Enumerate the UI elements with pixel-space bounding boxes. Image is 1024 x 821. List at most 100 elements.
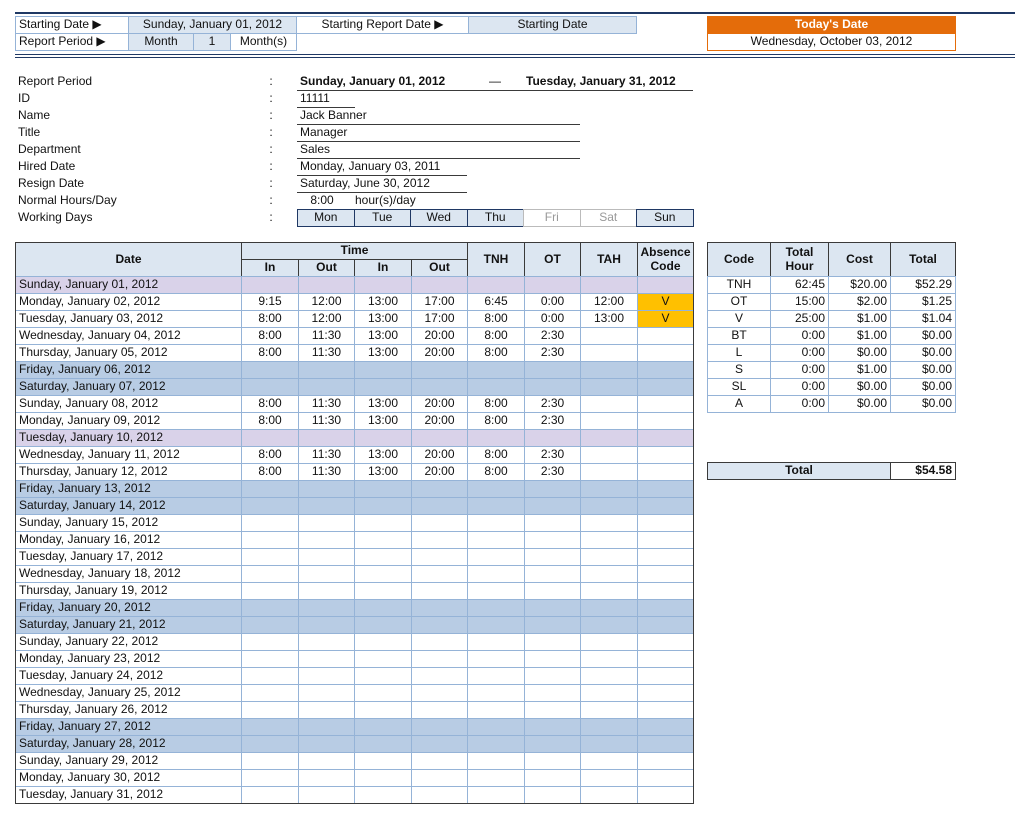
date-cell: Sunday, January 29, 2012: [15, 752, 242, 770]
summary-cell: $0.00: [828, 344, 891, 362]
summary-cell: 0:00: [770, 378, 829, 396]
info-label: Name: [18, 107, 51, 122]
separator: :: [269, 158, 273, 173]
summary-cell: S: [707, 361, 771, 379]
date-cell: Sunday, January 15, 2012: [15, 514, 242, 532]
summary-cell: OT: [707, 293, 771, 311]
summary-cell: 0:00: [770, 327, 829, 345]
date-cell: Wednesday, January 25, 2012: [15, 684, 242, 702]
info-value: Tuesday, January 31, 2012: [526, 73, 676, 88]
underline: [297, 124, 580, 125]
separator: :: [269, 175, 273, 190]
time-cell: 8:00: [241, 344, 299, 362]
column-header: Out: [298, 259, 355, 277]
summary-cell: $1.25: [890, 293, 956, 311]
date-cell: Sunday, January 08, 2012: [15, 395, 242, 413]
summary-cell: 62:45: [770, 276, 829, 294]
time-cell: 17:00: [411, 310, 468, 328]
label: Starting Date ▶: [15, 16, 129, 34]
summary-cell: L: [707, 344, 771, 362]
summary-cell: $0.00: [890, 361, 956, 379]
summary-cell: 0:00: [770, 395, 829, 413]
info-label: Title: [18, 124, 41, 139]
input-cell: 1: [193, 33, 231, 51]
info-value: Saturday, June 30, 2012: [300, 175, 430, 190]
summary-cell: $1.00: [828, 361, 891, 379]
date-cell: Monday, January 09, 2012: [15, 412, 242, 430]
separator: :: [269, 141, 273, 156]
date-cell: Friday, January 27, 2012: [15, 718, 242, 736]
summary-cell: 15:00: [770, 293, 829, 311]
separator: :: [269, 124, 273, 139]
info-label: Resign Date: [18, 175, 85, 190]
total-value: $54.58: [890, 462, 956, 480]
summary-cell: $0.00: [828, 395, 891, 413]
time-cell: 13:00: [580, 310, 638, 328]
date-cell: Saturday, January 14, 2012: [15, 497, 242, 515]
summary-cell: $0.00: [828, 378, 891, 396]
underline: [297, 141, 580, 142]
time-cell: 13:00: [354, 344, 412, 362]
date-cell: Friday, January 06, 2012: [15, 361, 242, 379]
separator: :: [269, 107, 273, 122]
time-cell: 2:30: [524, 463, 581, 481]
separator: :: [269, 192, 273, 207]
day-toggle: Tue: [353, 209, 411, 227]
time-cell: 20:00: [411, 463, 468, 481]
summary-cell: TNH: [707, 276, 771, 294]
separator: :: [269, 90, 273, 105]
summary-cell: $0.00: [890, 344, 956, 362]
time-cell: 8:00: [241, 446, 299, 464]
day-toggle: Sat: [579, 209, 637, 227]
date-cell: Tuesday, January 31, 2012: [15, 786, 242, 804]
day-toggle: Fri: [523, 209, 581, 227]
input-cell: Starting Date: [468, 16, 637, 34]
time-cell: 8:00: [241, 412, 299, 430]
date-cell: Wednesday, January 18, 2012: [15, 565, 242, 583]
time-cell: 8:00: [467, 310, 525, 328]
day-toggle: Wed: [410, 209, 468, 227]
input-cell: Sunday, January 01, 2012: [128, 16, 297, 34]
time-cell: 8:00: [241, 327, 299, 345]
info-label: Department: [18, 141, 81, 156]
summary-cell: $52.29: [890, 276, 956, 294]
label: Report Period ▶: [15, 33, 129, 51]
column-header: Code: [707, 242, 771, 277]
date-cell: Wednesday, January 04, 2012: [15, 327, 242, 345]
column-header: Cost: [828, 242, 891, 277]
input-cell: Month: [128, 33, 194, 51]
time-cell: 20:00: [411, 395, 468, 413]
separator: :: [269, 209, 273, 224]
summary-cell: $1.04: [890, 310, 956, 328]
time-cell: 0:00: [524, 293, 581, 311]
top-rule: [15, 12, 1015, 14]
day-toggle: Sun: [636, 209, 694, 227]
summary-cell: $0.00: [890, 395, 956, 413]
label: Starting Report Date ▶: [296, 16, 469, 34]
summary-cell: $20.00: [828, 276, 891, 294]
underline: [297, 90, 693, 91]
time-cell: 13:00: [354, 395, 412, 413]
time-cell: 2:30: [524, 446, 581, 464]
info-unit: hour(s)/day: [355, 192, 416, 207]
date-cell: Friday, January 20, 2012: [15, 599, 242, 617]
column-header: Total: [890, 242, 956, 277]
summary-cell: 25:00: [770, 310, 829, 328]
summary-cell: 0:00: [770, 344, 829, 362]
info-value: 11111: [300, 90, 330, 105]
today-value: Wednesday, October 03, 2012: [707, 33, 956, 51]
label: Month(s): [230, 33, 297, 51]
info-label: Report Period: [18, 73, 93, 88]
day-toggle: Thu: [466, 209, 524, 227]
time-cell: 20:00: [411, 412, 468, 430]
time-cell: 8:00: [467, 463, 525, 481]
underline: [297, 107, 355, 108]
time-cell: 11:30: [298, 327, 355, 345]
column-header: Total Hour: [770, 242, 829, 277]
double-rule: [15, 54, 1015, 55]
summary-cell: $1.00: [828, 310, 891, 328]
info-value: 8:00: [310, 192, 334, 207]
summary-cell: A: [707, 395, 771, 413]
date-cell: Wednesday, January 11, 2012: [15, 446, 242, 464]
